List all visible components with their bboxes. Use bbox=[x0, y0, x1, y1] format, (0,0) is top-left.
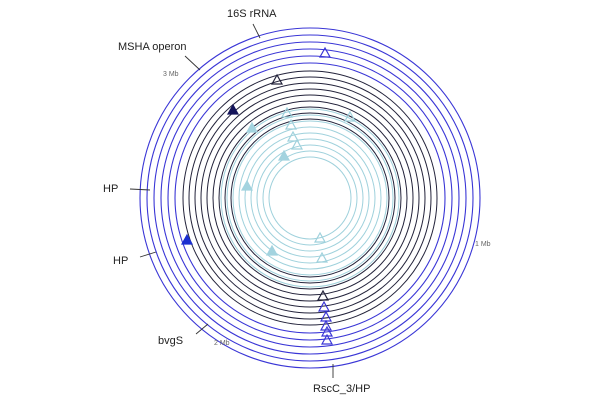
outer-ring-group bbox=[139, 27, 481, 369]
marker-outer-open bbox=[317, 300, 331, 312]
marker-inner-open bbox=[315, 251, 329, 263]
outer-ring bbox=[139, 27, 481, 369]
inner-ring bbox=[262, 150, 358, 246]
marker-middle-open bbox=[270, 73, 284, 85]
scale-label-1mb: 1 Mb bbox=[475, 241, 491, 248]
middle-ring bbox=[194, 82, 426, 314]
outer-ring bbox=[146, 34, 474, 362]
inner-ring bbox=[232, 120, 388, 276]
label-bvgs: bvgS bbox=[158, 335, 183, 347]
marker-inner-open bbox=[313, 231, 327, 243]
marker-outer-filled bbox=[180, 233, 194, 245]
marker-inner-filled bbox=[265, 244, 279, 256]
marker-outer-open bbox=[318, 46, 332, 58]
inner-ring bbox=[238, 126, 382, 270]
marker-inner-open bbox=[280, 106, 294, 118]
label-hp-upper: HP bbox=[103, 183, 118, 195]
feature-markers bbox=[180, 46, 357, 345]
inner-ring bbox=[244, 132, 376, 264]
middle-ring bbox=[212, 100, 408, 296]
marker-inner-filled bbox=[277, 149, 291, 161]
inner-ring bbox=[256, 144, 364, 252]
leader-hp-upper bbox=[129, 188, 151, 191]
marker-middle-open bbox=[316, 289, 330, 301]
label-rscc3-hp: RscC_3/HP bbox=[313, 383, 370, 395]
outer-ring bbox=[167, 55, 453, 341]
leader-hp-lower bbox=[139, 251, 157, 258]
label-hp-lower: HP bbox=[113, 255, 128, 267]
marker-middle-filled bbox=[226, 103, 240, 115]
label-msha-operon: MSHA operon bbox=[118, 41, 186, 53]
middle-ring bbox=[230, 118, 390, 278]
marker-outer-open bbox=[319, 310, 333, 322]
middle-ring bbox=[182, 70, 438, 326]
middle-ring bbox=[200, 88, 420, 308]
marker-inner-filled bbox=[240, 179, 254, 191]
middle-ring bbox=[218, 106, 402, 290]
middle-ring bbox=[188, 76, 432, 320]
marker-inner-open bbox=[284, 118, 298, 130]
middle-ring bbox=[206, 94, 414, 302]
outer-ring bbox=[160, 48, 460, 348]
inner-ring bbox=[268, 156, 352, 240]
outer-ring bbox=[153, 41, 467, 355]
marker-inner-filled bbox=[245, 121, 259, 133]
inner-ring-group bbox=[220, 108, 400, 288]
marker-inner-open bbox=[290, 138, 304, 150]
inner-ring bbox=[226, 114, 394, 282]
annotation-leaders bbox=[129, 23, 334, 378]
marker-inner-open bbox=[343, 110, 357, 122]
leader-msha-operon bbox=[184, 55, 201, 71]
inner-ring bbox=[250, 138, 370, 258]
middle-ring bbox=[224, 112, 396, 284]
inner-ring bbox=[220, 108, 400, 288]
marker-outer-open bbox=[320, 333, 334, 345]
scale-labels: 3 Mb 1 Mb 2 Mb bbox=[163, 71, 491, 347]
label-16s-rrna: 16S rRNA bbox=[227, 8, 277, 20]
leader-16s-rrna bbox=[252, 23, 261, 39]
leader-bvgs bbox=[195, 323, 209, 335]
middle-ring-group bbox=[182, 70, 438, 326]
annotation-labels: 16S rRNA MSHA operon HP HP bvgS RscC_3/H… bbox=[103, 8, 370, 395]
outer-ring bbox=[174, 62, 446, 334]
scale-label-2mb: 2 Mb bbox=[214, 340, 230, 347]
scale-label-3mb: 3 Mb bbox=[163, 71, 179, 78]
marker-inner-open bbox=[286, 130, 300, 142]
